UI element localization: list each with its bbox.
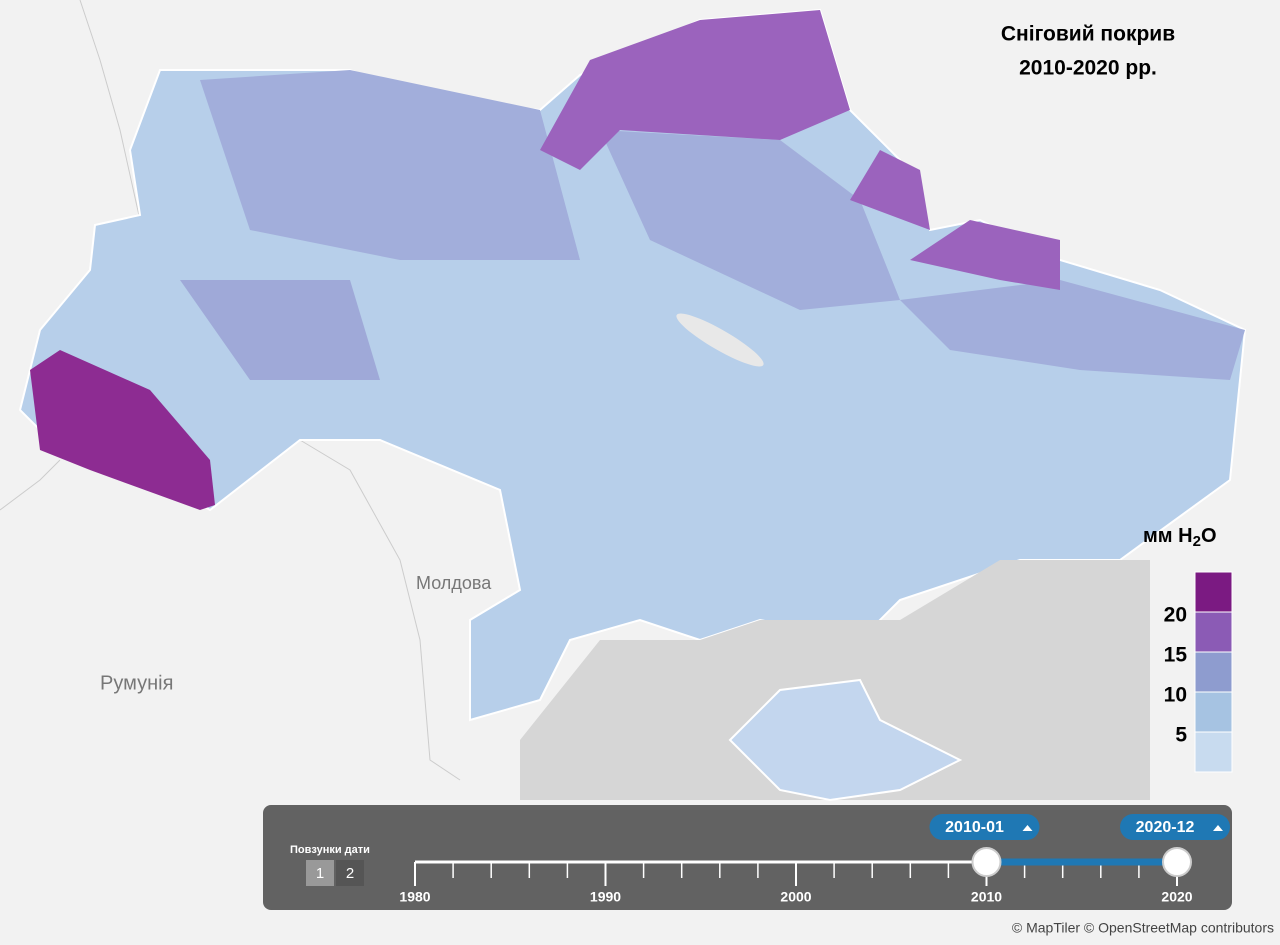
handle-caret	[1022, 825, 1033, 831]
region	[200, 70, 580, 260]
slider-tick-label: 2020	[1161, 889, 1192, 905]
legend-tick-label: 20	[1164, 604, 1187, 627]
legend-unit: мм H2O	[1143, 525, 1217, 550]
slider-button[interactable]	[336, 860, 364, 886]
slider-tick-label: 2000	[780, 889, 811, 905]
border	[299, 439, 461, 781]
handle-label: 2010-01	[945, 819, 1004, 836]
slider-button[interactable]	[306, 860, 334, 886]
place-label: Молдова	[416, 573, 492, 593]
handle-badge	[1120, 814, 1230, 840]
title: Сніговий покрив	[1001, 23, 1175, 46]
legend-swatch	[1194, 611, 1233, 653]
region	[600, 130, 900, 310]
slider-button-label[interactable]: 2	[346, 865, 354, 882]
legend-swatch	[1194, 731, 1233, 773]
sea	[520, 560, 1150, 800]
region	[900, 280, 1245, 380]
reservoir	[676, 313, 764, 367]
legend-unit: 2	[1193, 533, 1201, 550]
slider-tick-label: 1980	[399, 889, 430, 905]
legend-tick-label: 10	[1164, 684, 1187, 707]
slider-tick-label: 2010	[971, 889, 1002, 905]
slider-label: Повзунки дати	[290, 844, 370, 856]
region	[30, 350, 215, 510]
region	[910, 220, 1060, 290]
title: 2010-2020 рр.	[1019, 57, 1157, 80]
handle-badge	[929, 814, 1040, 840]
legend-tick-label: 15	[1164, 644, 1188, 667]
border	[0, 459, 61, 511]
legend-tick-label: 5	[1175, 724, 1187, 747]
legend-swatch	[1194, 691, 1233, 733]
region	[180, 280, 380, 380]
slider-handle[interactable]	[971, 847, 1002, 877]
legend-unit: мм H	[1143, 525, 1193, 547]
handle-label: 2020-12	[1136, 819, 1195, 836]
legend-swatch	[1194, 651, 1233, 693]
region	[850, 150, 930, 230]
legend-unit: O	[1201, 525, 1217, 547]
slider-tick-label: 1990	[590, 889, 621, 905]
slider-button-label[interactable]: 1	[316, 865, 324, 882]
legend-swatch	[1194, 571, 1233, 613]
place-label: Румунія	[100, 672, 173, 694]
slider-handle[interactable]	[1162, 847, 1192, 877]
region	[540, 10, 850, 170]
handle-caret	[1213, 825, 1223, 831]
slider: 1980 1990 2000 2010 2020 2010-01 2020-12	[399, 814, 1230, 905]
legend: 5 10 15 20	[1164, 571, 1233, 773]
crimea	[728, 678, 963, 802]
attribution: © MapTiler © OpenStreetMap contributors	[1012, 920, 1274, 936]
